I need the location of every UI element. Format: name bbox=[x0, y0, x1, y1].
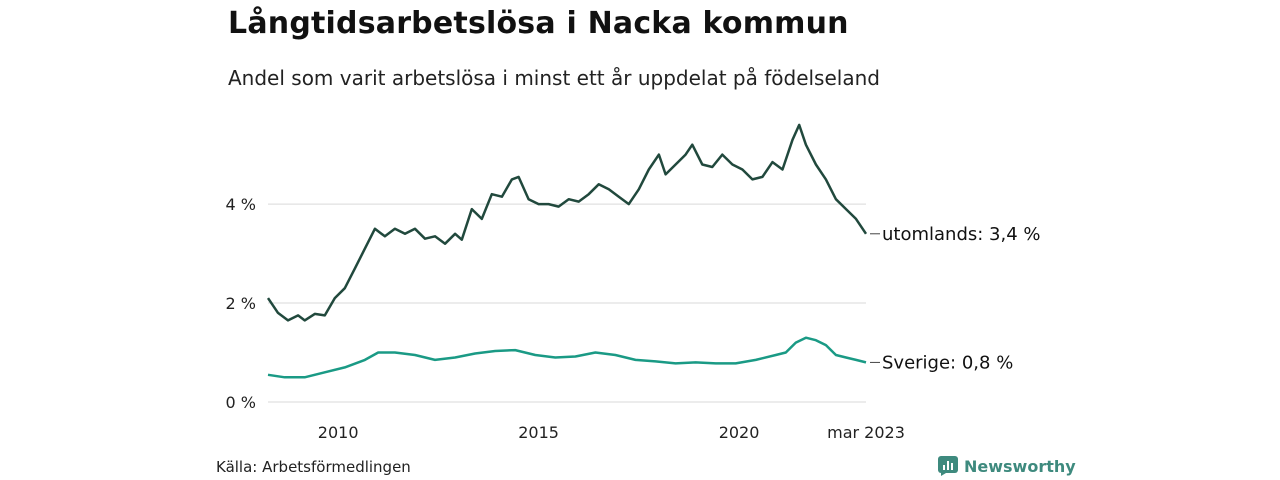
series-lines bbox=[266, 123, 868, 379]
source-note: Källa: Arbetsförmedlingen bbox=[216, 458, 411, 476]
series-line-sverige bbox=[267, 336, 867, 379]
y-tick-label: 2 % bbox=[226, 294, 256, 313]
series-label-sverige: Sverige: 0,8 % bbox=[882, 352, 1013, 373]
x-tick-label: mar 2023 bbox=[827, 423, 905, 442]
y-tick-label: 4 % bbox=[226, 195, 256, 214]
x-tick-label: 2010 bbox=[318, 423, 359, 442]
y-tick-label: 0 % bbox=[226, 393, 256, 412]
series-label-utomlands: utomlands: 3,4 % bbox=[882, 224, 1041, 245]
x-tick-label: 2015 bbox=[518, 423, 559, 442]
series-labels: utomlands: 3,4 % Sverige: 0,8 % bbox=[870, 224, 1041, 373]
y-axis-ticks: 0 % 2 % 4 % bbox=[226, 195, 256, 412]
x-tick-label: 2020 bbox=[719, 423, 760, 442]
brand-name: Newsworthy bbox=[964, 456, 1076, 476]
chart-subtitle: Andel som varit arbetslösa i minst ett å… bbox=[228, 66, 880, 90]
series-line-utomlands bbox=[266, 123, 868, 322]
chart-title: Långtidsarbetslösa i Nacka kommun bbox=[228, 6, 849, 41]
x-axis-ticks: 2010 2015 2020 mar 2023 bbox=[318, 423, 905, 442]
newsworthy-logo: Newsworthy bbox=[938, 456, 1076, 476]
bar-chart-icon bbox=[938, 456, 958, 476]
grid-lines bbox=[268, 203, 866, 403]
